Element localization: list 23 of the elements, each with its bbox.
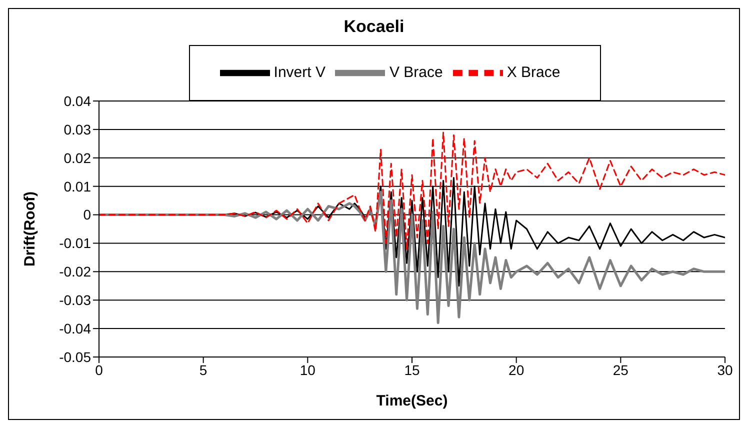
chart-title: Kocaeli [342, 17, 406, 37]
y-tick-label: 0.02 [64, 150, 92, 166]
y-tick-label: 0.03 [64, 121, 92, 138]
y-tick-label: 0 [83, 206, 92, 223]
y-tick-label: -0.03 [59, 292, 92, 308]
x-tick-label: 30 [717, 362, 733, 378]
x-tick-label: 10 [300, 362, 316, 378]
legend-label: X Brace [506, 64, 560, 81]
x-tick-label: 20 [508, 362, 524, 378]
legend-label: V Brace [389, 64, 443, 81]
x-tick-label: 5 [199, 362, 208, 378]
y-tick-label: 0.01 [64, 178, 92, 194]
legend-label: Invert V [274, 64, 326, 81]
x-tick-label: 0 [95, 362, 104, 378]
x-tick-label: 25 [612, 362, 629, 378]
y-tick-label: 0.04 [64, 92, 92, 109]
y-tick-label: -0.02 [59, 264, 92, 280]
y-tick-label: -0.04 [59, 320, 92, 337]
y-tick-label: -0.05 [59, 348, 92, 365]
x-axis-title: Time(Sec) [376, 392, 448, 410]
y-tick-label: -0.01 [59, 235, 92, 252]
y-axis-title: Drift(Roof) [21, 192, 38, 266]
x-tick-label: 15 [404, 362, 420, 378]
